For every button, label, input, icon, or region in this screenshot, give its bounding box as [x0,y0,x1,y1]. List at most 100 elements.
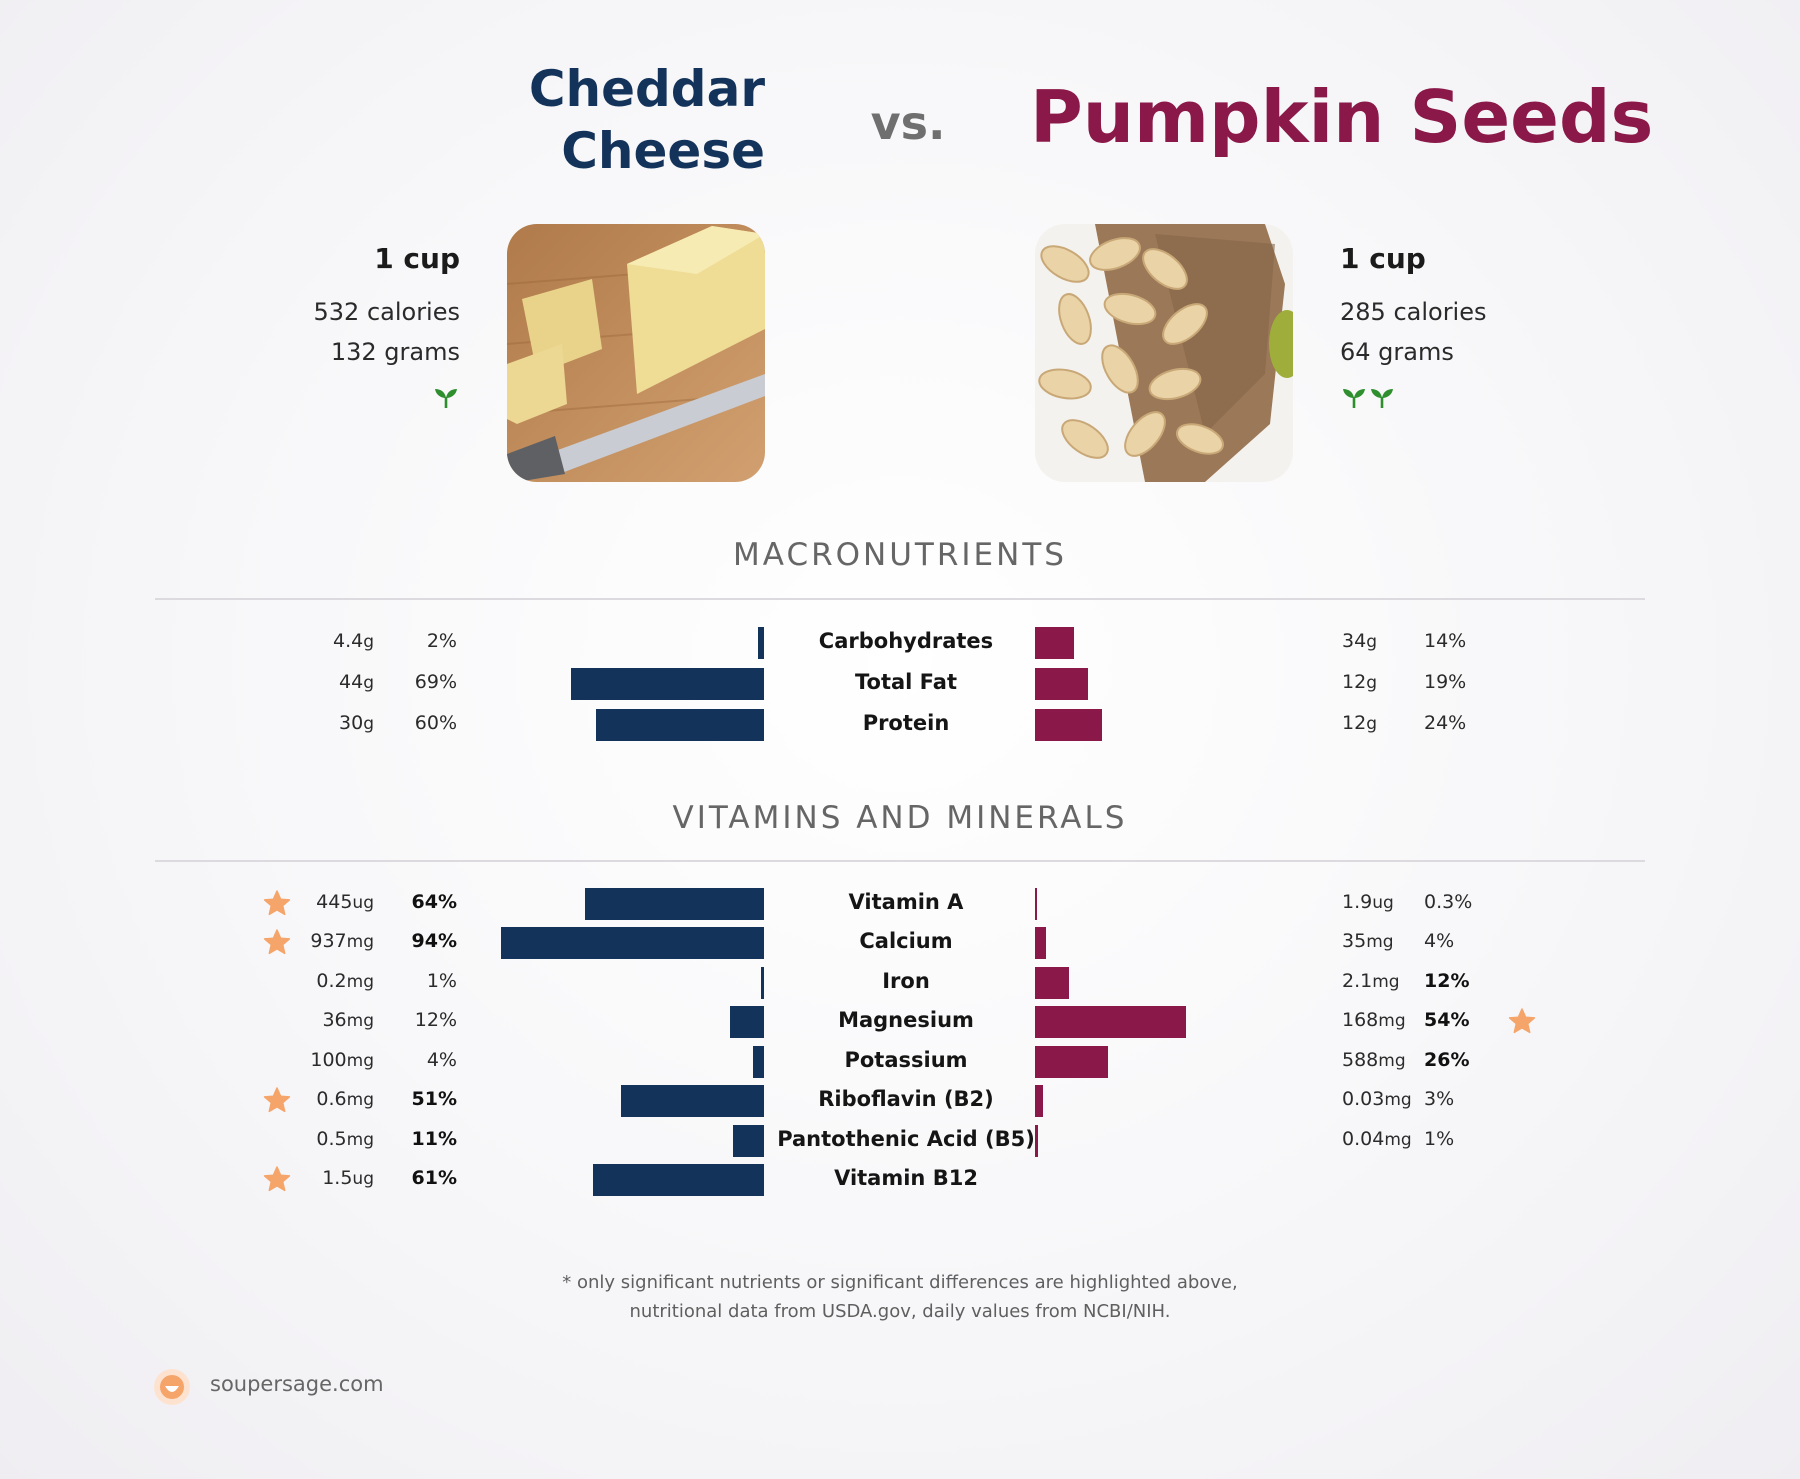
left-percent: 11% [411,1127,457,1150]
bar-right [1035,1124,1038,1157]
right-amount-unit: g [1366,631,1377,652]
right-percent: 24% [1424,711,1467,734]
right-calories: 285 calories [1340,298,1487,326]
bar-right [1035,966,1069,999]
bar-left [584,887,764,920]
right-amount: 0.04mg [1342,1127,1412,1150]
bar-left [730,1006,764,1039]
footnote-line1: * only significant nutrients or signific… [562,1272,1238,1293]
right-amount-unit: mg [1366,932,1394,953]
right-percent: 26% [1424,1048,1470,1071]
bar-right [1035,708,1103,741]
bar-left [500,927,764,960]
right-percent: 19% [1424,670,1467,693]
right-percent: 54% [1424,1009,1470,1032]
left-amount: 0.5mg [316,1127,374,1150]
left-percent: 12% [414,1009,457,1032]
sprout-icon [1341,384,1367,410]
star-icon [263,1165,291,1193]
bar-left [761,966,764,999]
left-percent: 51% [411,1088,457,1111]
right-amount: 35mg [1342,930,1394,953]
right-amount-unit: g [1366,672,1377,693]
nutrient-label: Calcium [859,929,953,954]
sprout-icon [433,384,459,410]
star-icon [263,889,291,917]
right-amount: 1.9ug [1342,890,1394,913]
bar-right [1035,1006,1187,1039]
star-icon [1508,1007,1536,1035]
right-amount-unit: g [1366,713,1377,734]
bar-right [1035,927,1047,960]
bar-left [733,1124,764,1157]
right-amount: 2.1mg [1342,969,1400,992]
right-amount: 12g [1342,670,1377,693]
left-food-title: Cheddar Cheese [380,58,765,182]
brand-link[interactable]: soupersage.com [210,1372,384,1396]
right-amount-unit: mg [1378,1011,1406,1032]
pumpkin-seeds-photo [1035,224,1293,482]
nutrient-label: Pantothenic Acid (B5) [777,1126,1035,1151]
left-percent: 60% [414,711,457,734]
left-amount-unit: mg [346,932,374,953]
right-amount: 12g [1342,711,1377,734]
nutrient-label: Potassium [844,1047,968,1072]
left-percent: 64% [411,890,457,913]
bar-right [1035,1085,1044,1118]
left-percent: 69% [414,670,457,693]
macronutrients-heading: MACRONUTRIENTS [733,537,1067,573]
nutrient-label: Carbohydrates [818,628,994,653]
bar-left [570,667,764,700]
left-amount: 30g [339,711,374,734]
sprout-icon [1369,384,1395,410]
left-title-line1: Cheddar [528,60,765,118]
left-amount: 100mg [310,1048,374,1071]
left-amount-unit: g [363,672,374,693]
left-calories: 532 calories [313,298,461,326]
right-percent: 14% [1424,629,1467,652]
left-amount-unit: g [363,713,374,734]
star-icon [263,928,291,956]
left-amount: 445ug [316,890,374,913]
left-amount: 36mg [322,1009,374,1032]
right-percent: 1% [1424,1127,1455,1150]
left-amount-unit: mg [346,1011,374,1032]
left-serving: 1 cup [374,242,460,275]
nutrient-label: Iron [882,968,930,993]
right-sprouts [1340,384,1600,410]
right-food-title: Pumpkin Seeds [1030,75,1654,159]
footnote: * only significant nutrients or signific… [0,1268,1800,1326]
right-percent: 12% [1424,969,1470,992]
bar-right [1035,887,1037,920]
left-percent: 1% [426,969,457,992]
right-amount-unit: mg [1384,1090,1412,1111]
right-amount: 34g [1342,629,1377,652]
right-serving: 1 cup [1340,242,1426,275]
left-amount-unit: mg [346,971,374,992]
left-amount: 44g [339,670,374,693]
nutrient-label: Vitamin A [848,889,964,914]
star-icon [263,1086,291,1114]
nutrient-label: Riboflavin (B2) [818,1087,994,1112]
cheddar-cheese-photo [507,224,765,482]
right-amount: 168mg [1342,1009,1406,1032]
right-amount-unit: mg [1372,971,1400,992]
bar-left [752,1045,764,1078]
nutrient-label: Magnesium [838,1008,974,1033]
left-amount-unit: mg [346,1050,374,1071]
left-title-line2: Cheese [561,122,765,180]
left-grams: 132 grams [330,338,460,366]
right-amount-unit: mg [1378,1050,1406,1071]
left-amount-unit: g [363,631,374,652]
left-sprouts [200,384,460,410]
vitamins-divider [155,860,1645,862]
right-percent: 4% [1424,930,1455,953]
right-percent: 0.3% [1424,890,1473,913]
left-amount: 4.4g [332,629,374,652]
right-amount: 588mg [1342,1048,1406,1071]
left-percent: 94% [411,930,457,953]
left-percent: 61% [411,1167,457,1190]
bar-right [1035,626,1075,659]
nutrient-label: Protein [862,710,950,735]
right-amount: 0.03mg [1342,1088,1412,1111]
